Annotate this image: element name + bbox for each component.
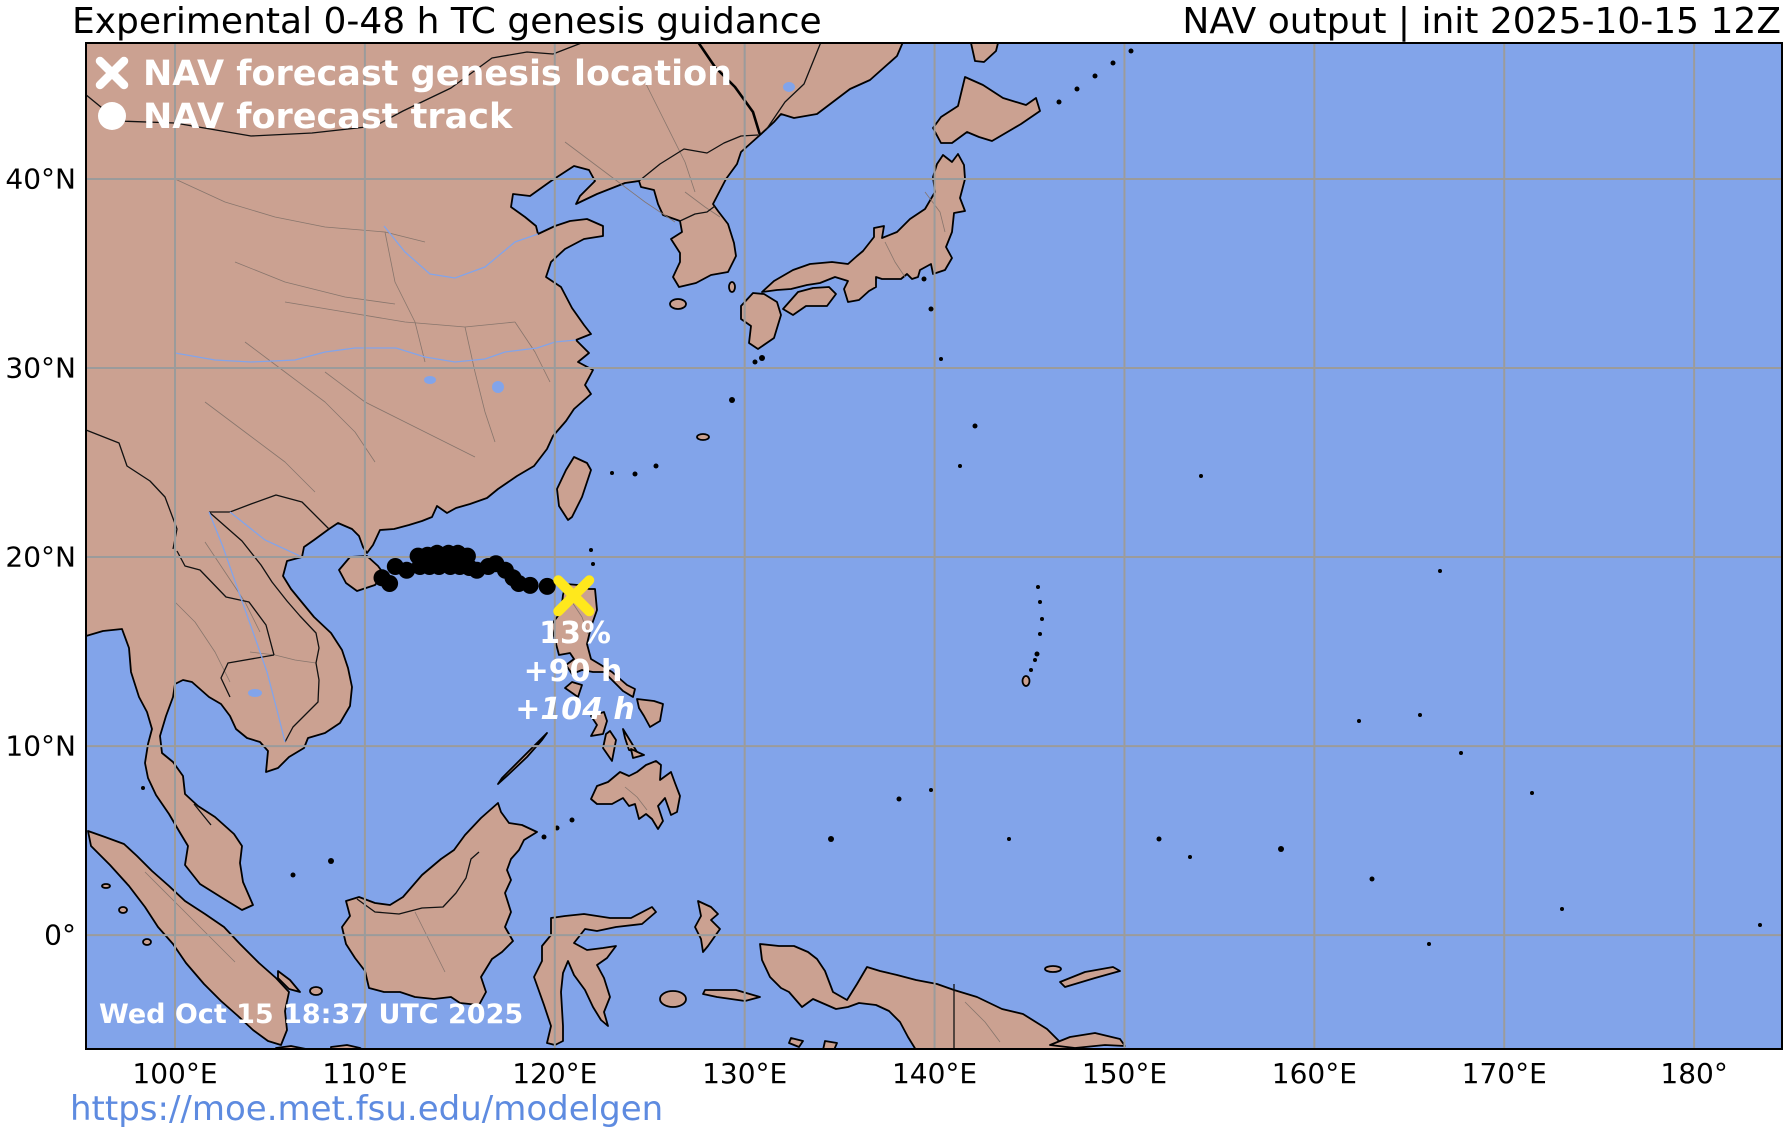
province-boundaries: [144, 81, 1001, 1043]
track-end-time-label: +104 h: [515, 692, 635, 727]
genesis-probability-label: 13%: [539, 616, 611, 651]
legend-track-dot-icon: [98, 102, 126, 130]
land-belitung: [309, 986, 323, 996]
model-init-label: NAV output | init 2025-10-15 12Z: [1182, 1, 1781, 42]
small-islands: [141, 48, 1762, 946]
lon-tick-label: 100°E: [132, 1057, 218, 1090]
lon-tick-label: 180°: [1660, 1057, 1728, 1090]
land-tsushima: [728, 281, 736, 293]
genesis-annotations: 13% +90 h +104 h: [515, 616, 635, 727]
lon-tick-label: 130°E: [702, 1057, 788, 1090]
page-title: Experimental 0-48 h TC genesis guidance: [72, 1, 822, 42]
source-url-link[interactable]: https://moe.met.fsu.edu/modelgen: [70, 1089, 664, 1129]
land-borneo: [341, 802, 538, 1006]
map-canvas: NAV forecast genesis location NAV foreca…: [85, 42, 1783, 1050]
land-taiwan: [556, 456, 592, 521]
land-honshu: [761, 153, 966, 303]
land-sulawesi: [533, 906, 657, 1046]
genesis-time-label: +90 h: [524, 654, 623, 689]
land-new-guinea: [759, 943, 1073, 1050]
legend-x-marker-icon: [95, 56, 129, 90]
land-nias: [118, 906, 128, 914]
forecast-track-dots: [373, 544, 556, 595]
lat-tick-label: 40°N: [5, 162, 76, 196]
map-legend: NAV forecast genesis location NAV foreca…: [95, 54, 732, 137]
land-simeulue: [101, 883, 111, 889]
land-bohol: [630, 748, 645, 759]
lon-tick-label: 110°E: [322, 1057, 408, 1090]
land-new-britain: [1049, 1032, 1126, 1049]
land-kei-aru: [788, 1037, 838, 1050]
land-asia-mainland: [85, 42, 904, 911]
land-halmahera: [694, 900, 721, 953]
landmasses: [85, 42, 1126, 1050]
lon-tick-label: 150°E: [1081, 1057, 1168, 1090]
pacific-basin-map: NAV forecast genesis location NAV foreca…: [85, 42, 1783, 1050]
land-mindanao: [590, 760, 681, 830]
country-borders: [85, 42, 955, 1050]
lon-tick-label: 140°E: [891, 1057, 978, 1090]
land-bangka: [277, 970, 301, 993]
land-new-ireland: [1059, 966, 1121, 988]
land-kyushu: [740, 292, 782, 350]
land-admiralty: [1044, 965, 1062, 973]
land-sumatra: [87, 830, 290, 1046]
lon-tick-label: 160°E: [1271, 1057, 1357, 1090]
lat-tick-label: 0°: [44, 918, 76, 952]
land-guam: [1021, 675, 1031, 687]
legend-genesis-label: NAV forecast genesis location: [143, 54, 732, 94]
valid-timestamp: Wed Oct 15 18:37 UTC 2025: [99, 999, 523, 1030]
land-luzon: [550, 583, 636, 698]
lat-tick-label: 30°N: [5, 351, 76, 385]
rivers-and-lakes: [174, 82, 795, 743]
land-samar-leyte: [636, 698, 664, 728]
land-okinawa: [696, 433, 710, 441]
land-panay: [590, 711, 608, 737]
graticule-gridlines: [85, 42, 1783, 1050]
land-hokkaido: [932, 76, 1041, 144]
land-siberut: [142, 938, 152, 946]
genesis-x-marker: [553, 575, 595, 617]
land-cheju: [669, 298, 687, 310]
land-buru: [659, 990, 687, 1008]
lon-tick-label: 170°E: [1461, 1057, 1547, 1090]
lat-tick-label: 10°N: [5, 729, 76, 763]
land-shikoku: [782, 286, 837, 316]
lon-tick-label: 120°E: [512, 1057, 598, 1090]
lat-tick-label: 20°N: [5, 540, 76, 574]
land-mindoro: [564, 681, 583, 698]
legend-track-label: NAV forecast track: [143, 97, 513, 137]
